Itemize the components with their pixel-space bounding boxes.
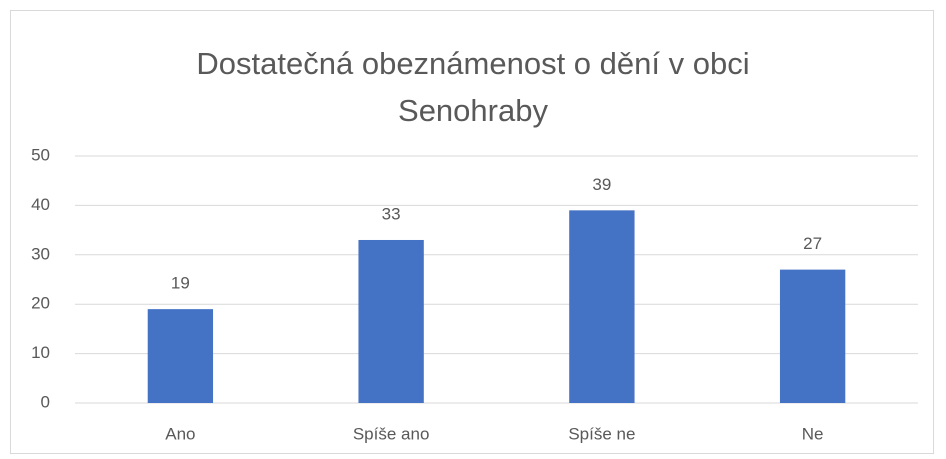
data-label: 27: [803, 234, 822, 253]
x-tick-label: Ano: [165, 424, 195, 443]
bar: [779, 269, 846, 403]
data-label: 39: [592, 175, 611, 194]
x-tick-label: Spíše ne: [568, 424, 635, 443]
data-label: 19: [171, 274, 190, 293]
y-tick-label: 30: [31, 244, 50, 263]
y-tick-label: 0: [41, 392, 50, 411]
y-tick-label: 50: [31, 145, 50, 164]
data-label: 33: [382, 204, 401, 223]
chart-title: Dostatečná obeznámenost o dění v obci Se…: [196, 46, 750, 128]
x-tick-label: Spíše ano: [353, 424, 430, 443]
x-tick-label: Ne: [802, 424, 824, 443]
y-tick-label: 20: [31, 294, 50, 313]
bar: [147, 309, 214, 403]
bar: [358, 239, 424, 403]
y-tick-label: 10: [31, 343, 50, 362]
y-tick-label: 40: [31, 195, 50, 214]
chart-frame: [10, 10, 934, 454]
bar: [569, 210, 635, 403]
